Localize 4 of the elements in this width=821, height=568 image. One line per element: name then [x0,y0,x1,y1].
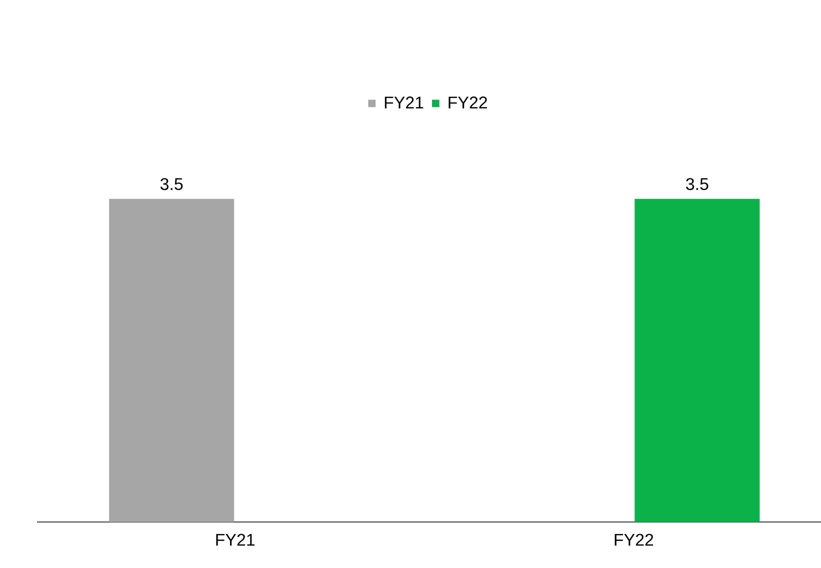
data-label: 3.5 [160,178,183,190]
legend-label: FY22 [448,96,487,108]
legend-label: FY21 [384,96,424,108]
data-label: 3.5 [686,178,708,190]
